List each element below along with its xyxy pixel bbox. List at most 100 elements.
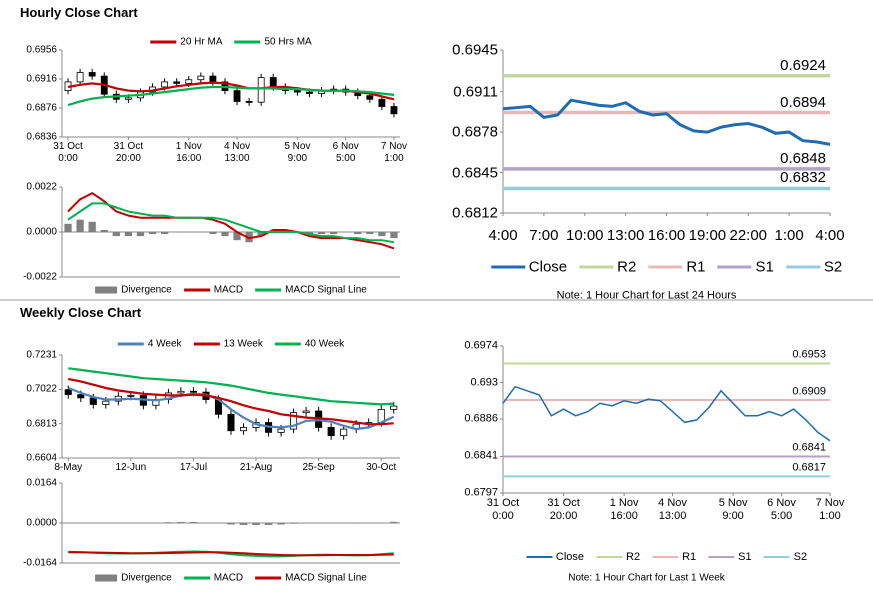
divergence-bar [88, 221, 96, 232]
legend-label: R1 [682, 551, 697, 563]
y-tick-label: -0.0022 [23, 271, 57, 283]
x-tick-label: 31 Oct 0:00 [486, 497, 520, 522]
level-label: 0.6894 [780, 93, 826, 111]
divergence-bar [366, 232, 374, 235]
candle-body [189, 390, 197, 393]
legend-label: MACD Signal Line [285, 572, 367, 584]
legend-swatch [234, 40, 261, 44]
y-tick-label: 0.6878 [452, 123, 498, 141]
x-tick-label: 21-Aug [239, 462, 273, 473]
candle-body [127, 395, 135, 397]
x-tick-label: 5 Nov 9:00 [718, 497, 748, 522]
candle-body [197, 75, 205, 81]
divergence-bar [221, 232, 229, 237]
divergence-bar [139, 523, 148, 524]
y-tick-label: 0.6956 [26, 44, 57, 56]
x-tick-label: 19:00 [688, 227, 727, 244]
legend-label: 13 Week [223, 338, 263, 350]
x-tick-label: 1:00 [774, 227, 804, 244]
legend-swatch [183, 576, 210, 580]
legend-swatch [525, 556, 552, 558]
divergence-bar [314, 522, 323, 524]
ma-line [67, 386, 395, 431]
candle-body [177, 390, 185, 394]
candle-body [173, 81, 181, 84]
legend-swatch [95, 574, 118, 582]
candle-body [185, 79, 193, 84]
candle-body [340, 428, 348, 437]
legend-label: S1 [738, 551, 752, 563]
divergence-bar [377, 522, 385, 524]
x-tick-label: 4:00 [815, 227, 845, 244]
candle-body [390, 405, 398, 410]
y-tick-label: 0.6841 [464, 450, 498, 463]
candle-body [102, 400, 110, 405]
candle-body [161, 81, 169, 88]
y-tick-label: 0.6604 [26, 452, 57, 464]
divergence-bar [327, 522, 335, 524]
legend: 4 Week 13 Week 40 Week [117, 338, 345, 350]
legend-label: R2 [617, 258, 637, 276]
candle-body [290, 412, 298, 430]
divergence-bar [389, 521, 398, 523]
divergence-bar [114, 523, 123, 524]
y-tick-label: 0.6845 [452, 163, 498, 181]
legend-swatch [648, 265, 683, 269]
level-label: 0.6924 [780, 56, 826, 74]
legend-item: Close [525, 551, 584, 563]
chart-note: Note: 1 Hour Chart for Last 1 Week [568, 572, 725, 584]
divergence-bar [76, 219, 84, 232]
legend-swatch [255, 576, 282, 580]
x-tick-label: 10:00 [565, 227, 604, 244]
level-label: 0.6832 [780, 169, 826, 187]
divergence-bar [390, 232, 398, 239]
close-line [502, 385, 831, 442]
legend-item: 4 Week [117, 339, 182, 350]
y-tick-label: 0.7022 [26, 383, 57, 395]
legend-label: S1 [755, 258, 774, 276]
divergence-bar [329, 232, 338, 235]
candle-body [306, 91, 313, 94]
section-title: Weekly Close Chart [20, 305, 142, 320]
divergence-bar [233, 232, 241, 241]
divergence-bar [185, 232, 193, 233]
y-tick-label: 0.6886 [464, 412, 498, 425]
x-tick-label: 6 Nov 5:00 [332, 141, 359, 164]
ma-line [67, 85, 395, 107]
divergence-bar [339, 523, 348, 524]
divergence-bar [257, 232, 265, 237]
candle-body [366, 95, 374, 100]
legend-label: 40 Week [304, 338, 345, 350]
legend-item: MACD [183, 573, 243, 584]
legend-swatch [579, 265, 614, 269]
legend-item: Divergence [95, 285, 172, 296]
legend-swatch [717, 265, 752, 269]
legend-item: R2 [579, 259, 636, 276]
candle-body [124, 97, 132, 100]
x-tick-label: 31 Oct 0:00 [53, 141, 83, 164]
divergence-bar [364, 523, 373, 524]
x-tick-label: 1 Nov 16:00 [175, 141, 202, 164]
legend-swatch [255, 288, 282, 292]
level-label: 0.6841 [792, 441, 826, 454]
close-line [502, 98, 831, 146]
divergence-bar [197, 232, 205, 233]
y-tick-label: 0.6813 [26, 417, 57, 429]
y-tick-label: 0.7231 [26, 349, 57, 361]
legend: Divergence MACD MACD Signal Line [95, 285, 367, 296]
divergence-bar [112, 232, 120, 237]
ma-line [68, 377, 394, 426]
divergence-bar [342, 232, 350, 233]
legend-label: Divergence [121, 284, 172, 296]
y-tick-label: 0.6916 [26, 73, 57, 85]
candle-body [89, 397, 97, 405]
candle-body [64, 389, 72, 395]
legend-swatch [117, 342, 144, 346]
divergence-bar [124, 232, 133, 237]
legend-label: Divergence [121, 572, 172, 584]
divergence-bar [378, 232, 386, 237]
legend: Divergence MACD MACD Signal Line [95, 573, 367, 584]
y-tick-label: 0.0000 [26, 517, 57, 529]
divergence-bar [160, 232, 169, 235]
